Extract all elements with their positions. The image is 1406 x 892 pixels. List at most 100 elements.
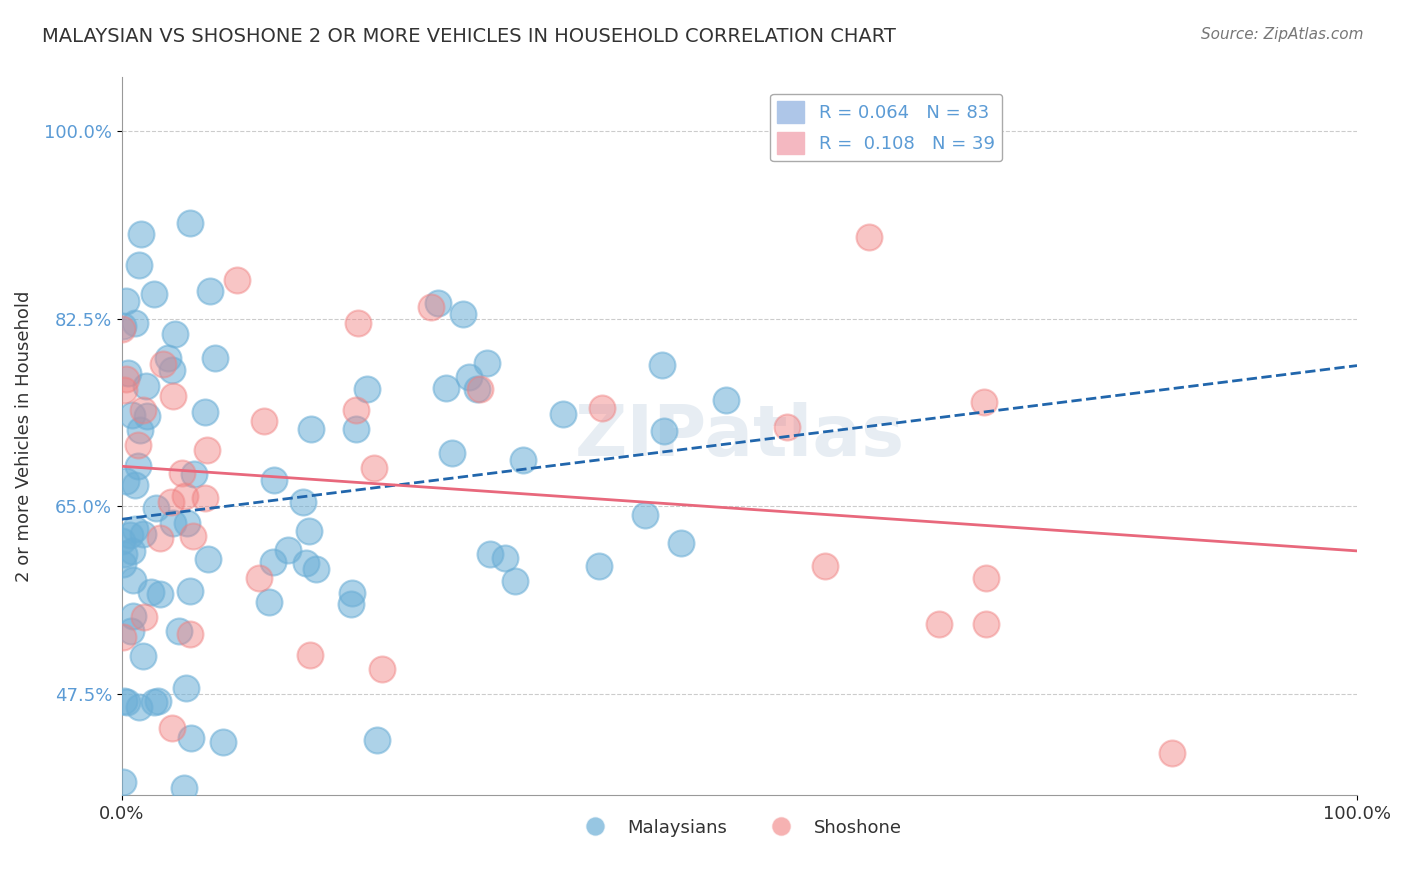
Malaysians — [124, 477, 146, 491]
Shoshone — [170, 466, 193, 480]
Malaysians — [427, 296, 450, 310]
Malaysians — [128, 700, 150, 714]
Malaysians — [127, 458, 149, 473]
Malaysians — [176, 516, 198, 531]
Shoshone — [162, 389, 184, 403]
Malaysians — [197, 552, 219, 566]
Malaysians — [121, 609, 143, 624]
Shoshone — [346, 403, 368, 417]
Malaysians — [716, 393, 738, 408]
Malaysians — [115, 474, 138, 488]
Malaysians — [163, 326, 186, 341]
Malaysians — [434, 381, 457, 395]
Malaysians — [179, 217, 201, 231]
Shoshone — [179, 627, 201, 641]
Shoshone — [928, 616, 950, 631]
Malaysians — [344, 422, 367, 436]
Malaysians — [173, 780, 195, 795]
Malaysians — [145, 500, 167, 515]
Shoshone — [111, 630, 134, 644]
Malaysians — [652, 425, 675, 439]
Malaysians — [212, 734, 235, 748]
Shoshone — [974, 571, 997, 585]
Malaysians — [124, 316, 146, 330]
Malaysians — [263, 474, 285, 488]
Malaysians — [136, 409, 159, 423]
Malaysians — [132, 648, 155, 663]
Shoshone — [194, 491, 217, 505]
Malaysians — [340, 597, 363, 611]
Malaysians — [588, 559, 610, 574]
Malaysians — [174, 681, 197, 695]
Shoshone — [149, 531, 172, 545]
Shoshone — [111, 321, 134, 335]
Shoshone — [420, 300, 443, 314]
Shoshone — [160, 722, 183, 736]
Shoshone — [127, 438, 149, 452]
Malaysians — [262, 555, 284, 569]
Shoshone — [174, 488, 197, 502]
Malaysians — [118, 528, 141, 542]
Malaysians — [479, 547, 502, 561]
Text: MALAYSIAN VS SHOSHONE 2 OR MORE VEHICLES IN HOUSEHOLD CORRELATION CHART: MALAYSIAN VS SHOSHONE 2 OR MORE VEHICLES… — [42, 27, 896, 45]
Malaysians — [129, 227, 152, 242]
Malaysians — [112, 557, 135, 571]
Malaysians — [111, 533, 134, 548]
Malaysians — [194, 405, 217, 419]
Malaysians — [141, 585, 163, 599]
Malaysians — [115, 695, 138, 709]
Malaysians — [292, 495, 315, 509]
Malaysians — [162, 516, 184, 531]
Malaysians — [366, 732, 388, 747]
Malaysians — [198, 285, 221, 299]
Malaysians — [157, 351, 180, 365]
Shoshone — [370, 662, 392, 676]
Malaysians — [553, 408, 575, 422]
Malaysians — [179, 583, 201, 598]
Malaysians — [167, 624, 190, 639]
Malaysians — [142, 695, 165, 709]
Malaysians — [183, 467, 205, 481]
Malaysians — [298, 524, 321, 539]
Shoshone — [776, 420, 799, 434]
Text: Source: ZipAtlas.com: Source: ZipAtlas.com — [1201, 27, 1364, 42]
Malaysians — [634, 508, 657, 522]
Malaysians — [162, 363, 184, 377]
Shoshone — [347, 316, 370, 330]
Shoshone — [591, 401, 613, 416]
Shoshone — [973, 394, 995, 409]
Malaysians — [305, 562, 328, 576]
Shoshone — [363, 461, 385, 475]
Malaysians — [494, 551, 516, 566]
Malaysians — [669, 536, 692, 550]
Malaysians — [340, 586, 363, 600]
Shoshone — [134, 610, 156, 624]
Shoshone — [247, 571, 270, 585]
Legend: Malaysians, Shoshone: Malaysians, Shoshone — [569, 812, 910, 844]
Malaysians — [458, 370, 481, 384]
Malaysians — [128, 423, 150, 437]
Malaysians — [440, 446, 463, 460]
Shoshone — [976, 616, 998, 631]
Shoshone — [159, 495, 181, 509]
Malaysians — [149, 587, 172, 601]
Malaysians — [204, 351, 226, 365]
Shoshone — [226, 273, 249, 287]
Malaysians — [112, 548, 135, 562]
Shoshone — [195, 442, 218, 457]
Malaysians — [451, 307, 474, 321]
Malaysians — [143, 286, 166, 301]
Y-axis label: 2 or more Vehicles in Household: 2 or more Vehicles in Household — [15, 291, 32, 582]
Malaysians — [257, 595, 280, 609]
Shoshone — [470, 383, 492, 397]
Malaysians — [135, 379, 157, 393]
Malaysians — [356, 382, 378, 396]
Malaysians — [299, 422, 322, 436]
Malaysians — [465, 382, 488, 396]
Shoshone — [814, 558, 837, 573]
Shoshone — [152, 357, 174, 371]
Malaysians — [112, 318, 135, 333]
Malaysians — [121, 573, 143, 587]
Shoshone — [299, 648, 322, 662]
Malaysians — [111, 775, 134, 789]
